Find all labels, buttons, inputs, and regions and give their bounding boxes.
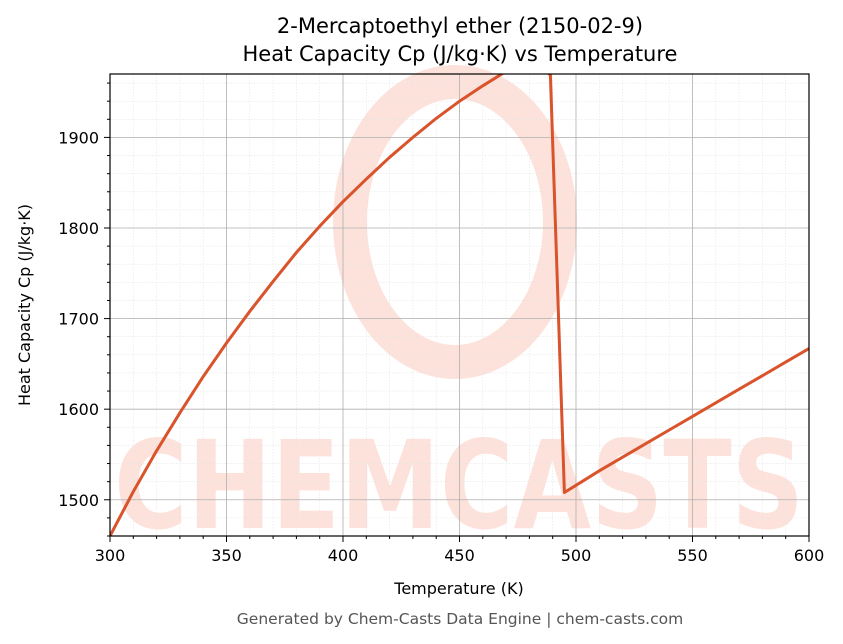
y-tick-label: 1800 — [58, 219, 99, 238]
heat-capacity-line — [110, 74, 809, 536]
x-axis-label: Temperature (K) — [393, 579, 523, 598]
x-axis-ticks: 300 350 400 450 500 550 600 — [95, 536, 825, 565]
x-tick-label: 450 — [444, 546, 475, 565]
watermark-text: CHEMCASTS — [114, 415, 804, 557]
x-tick-label: 550 — [677, 546, 708, 565]
chart-subtitle: Heat Capacity Cp (J/kg·K) vs Temperature — [243, 42, 678, 66]
x-tick-label: 350 — [211, 546, 242, 565]
y-tick-label: 1500 — [58, 491, 99, 510]
y-tick-label: 1900 — [58, 128, 99, 147]
y-tick-label: 1600 — [58, 400, 99, 419]
x-tick-label: 500 — [561, 546, 592, 565]
y-tick-label: 1700 — [58, 310, 99, 329]
y-axis-label: Heat Capacity Cp (J/kg·K) — [15, 204, 34, 406]
x-tick-label: 600 — [794, 546, 825, 565]
chemcasts-watermark: CHEMCASTS — [114, 65, 804, 557]
y-axis-ticks: 1500 1600 1700 1800 1900 — [58, 82, 110, 537]
x-tick-label: 400 — [328, 546, 359, 565]
footer-credit: Generated by Chem-Casts Data Engine | ch… — [237, 610, 683, 628]
x-tick-label: 300 — [95, 546, 126, 565]
chart-title: 2-Mercaptoethyl ether (2150-02-9) — [277, 14, 643, 38]
